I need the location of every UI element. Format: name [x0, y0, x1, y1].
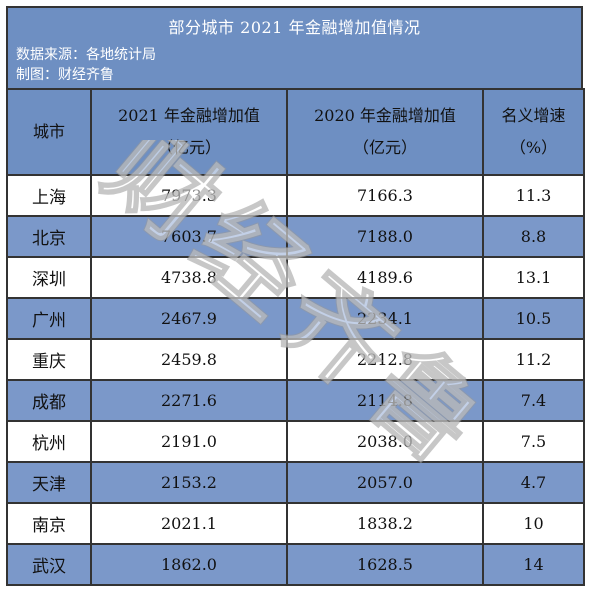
table-header-banner: 部分城市 2021 年金融增加值情况 数据来源：各地统计局 制图：财经齐鲁 [6, 6, 583, 88]
column-header-growth: 名义增速 （%） [482, 88, 585, 176]
value-2020-cell: 1628.5 [286, 543, 484, 586]
table-row: 北京 7603.7 7188.0 8.8 [6, 215, 585, 258]
value-2020-cell: 2114.8 [286, 379, 484, 422]
data-source: 数据来源：各地统计局 [16, 47, 156, 63]
growth-cell: 10.5 [482, 297, 585, 340]
table-row: 重庆 2459.8 2212.8 11.2 [6, 338, 585, 381]
made-by: 制图：财经齐鲁 [16, 67, 114, 83]
table-title: 部分城市 2021 年金融增加值情况 [168, 18, 421, 37]
value-2021-cell: 4738.8 [90, 256, 288, 299]
city-cell: 成都 [6, 379, 92, 422]
table-row: 成都 2271.6 2114.8 7.4 [6, 379, 585, 422]
growth-cell: 11.3 [482, 174, 585, 217]
growth-cell: 10 [482, 502, 585, 545]
column-header-city: 城市 [6, 88, 92, 176]
value-2021-cell: 7603.7 [90, 215, 288, 258]
table-row: 天津 2153.2 2057.0 4.7 [6, 461, 585, 504]
growth-cell: 8.8 [482, 215, 585, 258]
growth-cell: 14 [482, 543, 585, 586]
value-2021-cell: 2459.8 [90, 338, 288, 381]
city-cell: 广州 [6, 297, 92, 340]
value-2020-cell: 7166.3 [286, 174, 484, 217]
column-header-2021: 2021 年金融增加值 （亿元） [90, 88, 288, 176]
city-cell: 南京 [6, 502, 92, 545]
growth-cell: 7.5 [482, 420, 585, 463]
table-row: 上海 7973.3 7166.3 11.3 [6, 174, 585, 217]
city-cell: 深圳 [6, 256, 92, 299]
value-2021-cell: 2467.9 [90, 297, 288, 340]
table-row: 深圳 4738.8 4189.6 13.1 [6, 256, 585, 299]
column-header-2020: 2020 年金融增加值 （亿元） [286, 88, 484, 176]
value-2021-cell: 2271.6 [90, 379, 288, 422]
city-cell: 北京 [6, 215, 92, 258]
value-2021-cell: 2021.1 [90, 502, 288, 545]
value-2020-cell: 7188.0 [286, 215, 484, 258]
growth-cell: 7.4 [482, 379, 585, 422]
value-2020-cell: 2234.1 [286, 297, 484, 340]
value-2020-cell: 4189.6 [286, 256, 484, 299]
growth-cell: 4.7 [482, 461, 585, 504]
city-cell: 天津 [6, 461, 92, 504]
growth-cell: 13.1 [482, 256, 585, 299]
table-row: 杭州 2191.0 2038.0 7.5 [6, 420, 585, 463]
city-cell: 重庆 [6, 338, 92, 381]
table-row: 武汉 1862.0 1628.5 14 [6, 543, 585, 586]
column-header-row: 城市 2021 年金融增加值 （亿元） 2020 年金融增加值 （亿元） 名义增… [6, 88, 585, 176]
city-cell: 武汉 [6, 543, 92, 586]
table-row: 南京 2021.1 1838.2 10 [6, 502, 585, 545]
value-2020-cell: 1838.2 [286, 502, 484, 545]
city-cell: 上海 [6, 174, 92, 217]
growth-cell: 11.2 [482, 338, 585, 381]
finance-table: 城市 2021 年金融增加值 （亿元） 2020 年金融增加值 （亿元） 名义增… [6, 88, 585, 586]
value-2021-cell: 2153.2 [90, 461, 288, 504]
value-2021-cell: 1862.0 [90, 543, 288, 586]
value-2021-cell: 2191.0 [90, 420, 288, 463]
city-cell: 杭州 [6, 420, 92, 463]
value-2020-cell: 2038.0 [286, 420, 484, 463]
value-2021-cell: 7973.3 [90, 174, 288, 217]
table-row: 广州 2467.9 2234.1 10.5 [6, 297, 585, 340]
value-2020-cell: 2212.8 [286, 338, 484, 381]
value-2020-cell: 2057.0 [286, 461, 484, 504]
